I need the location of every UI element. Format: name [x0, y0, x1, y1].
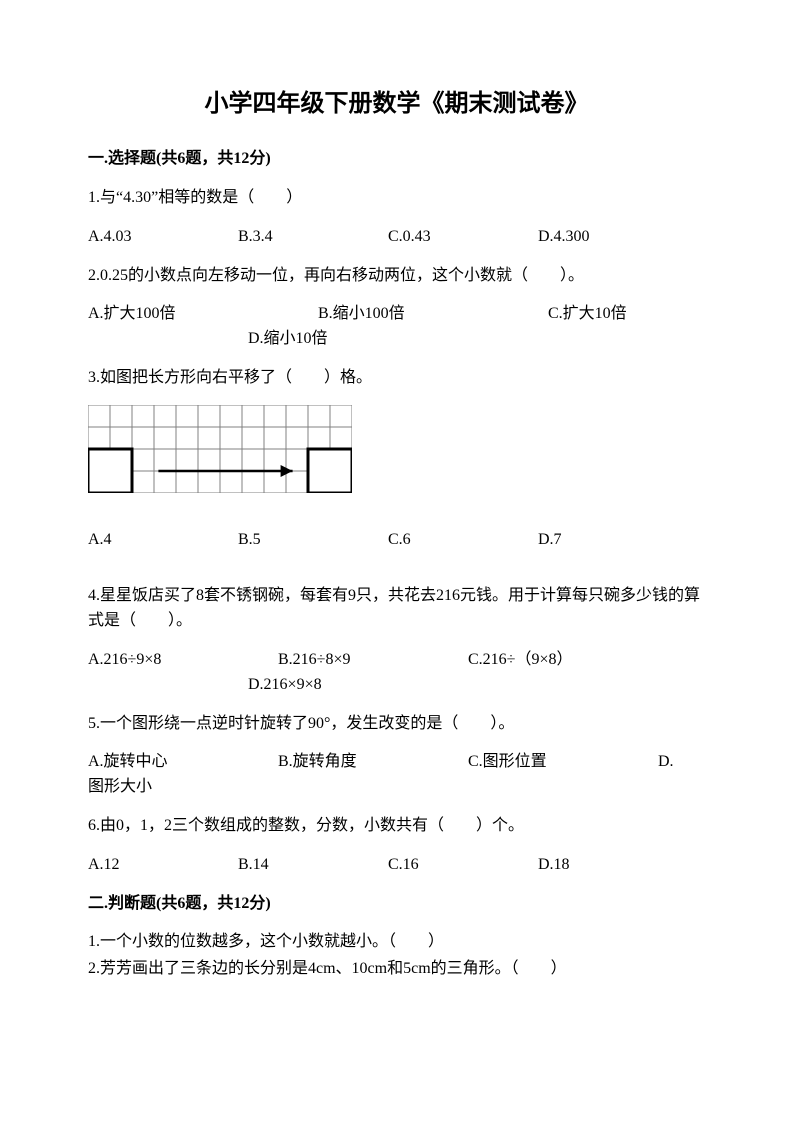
q3-grid-figure: [88, 405, 705, 502]
q5-opt-d-prefix: D.: [658, 750, 688, 775]
q5-options: A.旋转中心 B.旋转角度 C.图形位置 D. 图形大小: [88, 750, 705, 800]
q4-stem: 4.星星饭店买了8套不锈钢碗，每套有9只，共花去216元钱。用于计算每只碗多少钱…: [88, 584, 705, 634]
section2-head: 二.判断题(共6题，共12分): [88, 892, 705, 917]
q2-options: A.扩大100倍 B.缩小100倍 C.扩大10倍 D.缩小10倍: [88, 302, 705, 352]
q3-opt-c: C.6: [388, 528, 538, 553]
q4-opt-a: A.216÷9×8: [88, 648, 278, 673]
q3-opt-b: B.5: [238, 528, 388, 553]
q3-options: A.4 B.5 C.6 D.7: [88, 528, 705, 553]
q2-opt-d: D.缩小10倍: [248, 327, 328, 352]
q2-stem: 2.0.25的小数点向左移动一位，再向右移动两位，这个小数就（ ）。: [88, 264, 705, 289]
q5-opt-b: B.旋转角度: [278, 750, 468, 775]
s2-q2: 2.芳芳画出了三条边的长分别是4cm、10cm和5cm的三角形。（ ）: [88, 957, 705, 982]
spacer: [88, 566, 705, 584]
q2-opt-a: A.扩大100倍: [88, 302, 318, 327]
q4-opt-c: C.216÷（9×8）: [468, 648, 572, 673]
q6-opt-d: D.18: [538, 853, 570, 878]
q5-opt-a: A.旋转中心: [88, 750, 278, 775]
q5-opt-d-rest: 图形大小: [88, 775, 152, 800]
q3-opt-d: D.7: [538, 528, 562, 553]
q2-indent: [88, 327, 248, 352]
q4-opt-d: D.216×9×8: [248, 673, 322, 698]
q4-indent: [88, 673, 248, 698]
q2-opt-b: B.缩小100倍: [318, 302, 548, 327]
q1-opt-c: C.0.43: [388, 225, 538, 250]
q6-opt-a: A.12: [88, 853, 238, 878]
q3-stem: 3.如图把长方形向右平移了（ ）格。: [88, 366, 705, 391]
page-title: 小学四年级下册数学《期末测试卷》: [88, 86, 705, 123]
q1-opt-a: A.4.03: [88, 225, 238, 250]
s2-q1: 1.一个小数的位数越多，这个小数就越小。（ ）: [88, 930, 705, 955]
q1-options: A.4.03 B.3.4 C.0.43 D.4.300: [88, 225, 705, 250]
q5-stem: 5.一个图形绕一点逆时针旋转了90°，发生改变的是（ ）。: [88, 712, 705, 737]
q5-opt-c: C.图形位置: [468, 750, 658, 775]
q1-stem: 1.与“4.30”相等的数是（ ）: [88, 186, 705, 211]
q3-grid-svg: [88, 405, 352, 493]
q2-opt-c: C.扩大10倍: [548, 302, 627, 327]
q4-options: A.216÷9×8 B.216÷8×9 C.216÷（9×8） D.216×9×…: [88, 648, 705, 698]
q1-opt-b: B.3.4: [238, 225, 388, 250]
q4-opt-b: B.216÷8×9: [278, 648, 468, 673]
section1-head: 一.选择题(共6题，共12分): [88, 147, 705, 172]
q3-opt-a: A.4: [88, 528, 238, 553]
q1-opt-d: D.4.300: [538, 225, 590, 250]
q6-opt-c: C.16: [388, 853, 538, 878]
q6-options: A.12 B.14 C.16 D.18: [88, 853, 705, 878]
q6-opt-b: B.14: [238, 853, 388, 878]
q6-stem: 6.由0，1，2三个数组成的整数，分数，小数共有（ ）个。: [88, 814, 705, 839]
